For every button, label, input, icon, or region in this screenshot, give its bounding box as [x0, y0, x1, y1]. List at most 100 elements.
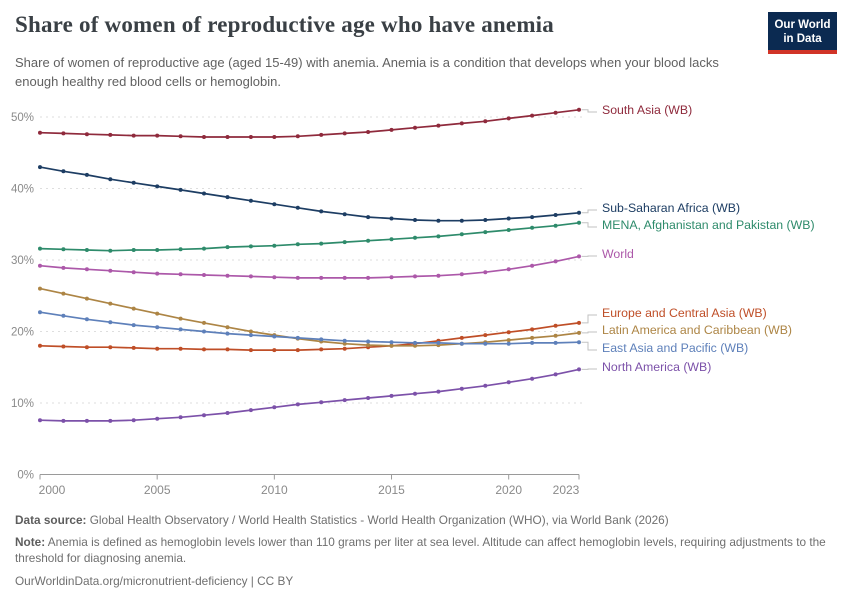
- data-point: [553, 323, 558, 328]
- data-point: [61, 291, 66, 296]
- note-line: Note: Anemia is defined as hemoglobin le…: [15, 534, 837, 566]
- legend-item-europe-and-central-asia-wb[interactable]: Europe and Central Asia (WB): [602, 306, 767, 320]
- data-point: [248, 244, 253, 249]
- legend-connector: [581, 109, 597, 113]
- data-point: [272, 135, 277, 139]
- data-point: [436, 273, 441, 278]
- data-point: [202, 246, 206, 251]
- legend-connector: [581, 314, 597, 324]
- legend-item-world[interactable]: World: [602, 247, 634, 261]
- data-point: [155, 311, 160, 316]
- data-point: [577, 367, 581, 372]
- data-point: [61, 344, 66, 349]
- data-point: [413, 125, 417, 130]
- series-line-mena-afghanistan-and-pakistan-wb[interactable]: [39, 221, 580, 252]
- y-tick-label: 10%: [11, 398, 34, 410]
- data-point: [577, 210, 581, 215]
- data-point: [61, 247, 66, 252]
- series-line-sub-saharan-africa-wb[interactable]: [39, 166, 580, 222]
- data-point: [553, 213, 558, 217]
- legend-connector: [581, 209, 597, 214]
- legend-item-east-asia-and-pacific-wb[interactable]: East Asia and Pacific (WB): [602, 341, 749, 355]
- data-point: [272, 348, 277, 353]
- data-point: [202, 135, 206, 139]
- x-tick-label: 2015: [378, 483, 405, 497]
- owid-logo[interactable]: Our World in Data: [768, 12, 837, 54]
- legend-connector: [581, 341, 597, 351]
- data-point: [295, 275, 300, 280]
- data-point: [178, 316, 183, 321]
- series-line-europe-and-central-asia-wb[interactable]: [39, 322, 580, 351]
- data-point: [319, 132, 324, 137]
- data-point: [131, 323, 136, 328]
- data-point: [366, 130, 371, 134]
- data-point: [225, 347, 230, 352]
- data-point: [366, 275, 371, 280]
- x-tick-label: 2020: [495, 483, 522, 497]
- series-line-north-america-wb[interactable]: [39, 368, 580, 422]
- y-tick-label: 20%: [11, 327, 34, 339]
- data-point: [225, 411, 230, 415]
- data-point: [38, 310, 42, 315]
- data-point: [202, 347, 206, 352]
- data-point: [530, 215, 535, 220]
- series-line-world[interactable]: [39, 255, 580, 279]
- legend-connector: [581, 222, 597, 228]
- data-point: [459, 272, 464, 277]
- data-point: [436, 340, 441, 345]
- y-tick-label: 0%: [17, 470, 34, 482]
- data-point: [108, 345, 113, 350]
- data-point: [84, 132, 89, 137]
- data-point: [483, 270, 488, 275]
- data-point: [483, 383, 488, 388]
- data-point: [131, 345, 136, 350]
- data-point: [38, 130, 42, 135]
- data-point: [131, 180, 136, 185]
- data-point: [342, 275, 347, 280]
- data-point: [553, 333, 558, 338]
- data-point: [84, 172, 89, 177]
- data-point: [61, 169, 66, 174]
- series-line-east-asia-and-pacific-wb[interactable]: [39, 311, 580, 345]
- data-point: [436, 123, 441, 128]
- x-tick-label: 2005: [144, 483, 171, 497]
- data-point: [530, 113, 535, 118]
- legend-item-sub-saharan-africa-wb[interactable]: Sub-Saharan Africa (WB): [602, 201, 741, 215]
- data-point: [225, 195, 230, 200]
- data-point: [202, 413, 206, 418]
- data-point: [459, 335, 464, 340]
- data-point: [506, 330, 511, 335]
- data-point: [295, 134, 300, 139]
- y-tick-label: 40%: [11, 184, 34, 196]
- data-point: [506, 216, 511, 221]
- data-point: [108, 177, 113, 182]
- data-source-label: Data source:: [15, 513, 87, 527]
- legend-item-south-asia-wb[interactable]: South Asia (WB): [602, 103, 693, 117]
- data-point: [506, 341, 511, 346]
- data-point: [155, 325, 160, 330]
- data-point: [530, 340, 535, 345]
- data-point: [202, 273, 206, 277]
- footer-citation-link[interactable]: OurWorldinData.org/micronutrient-deficie…: [15, 574, 294, 588]
- data-point: [530, 225, 535, 230]
- data-point: [389, 340, 394, 345]
- legend-item-north-america-wb[interactable]: North America (WB): [602, 360, 712, 374]
- data-point: [248, 135, 253, 139]
- data-point: [108, 301, 113, 306]
- note-label: Note:: [15, 535, 46, 549]
- data-point: [178, 272, 183, 277]
- legend-item-latin-america-and-caribbean-wb[interactable]: Latin America and Caribbean (WB): [602, 323, 793, 337]
- data-point: [38, 286, 42, 291]
- series-line-latin-america-and-caribbean-wb[interactable]: [39, 287, 580, 347]
- series-line-south-asia-wb[interactable]: [39, 108, 580, 138]
- data-point: [131, 306, 136, 311]
- data-point: [530, 263, 535, 268]
- chart-legend: South Asia (WB) Sub-Saharan Africa (WB) ME…: [602, 0, 847, 505]
- data-point: [553, 223, 558, 228]
- data-point: [61, 265, 66, 270]
- legend-item-mena-afghanistan-and-pakistan-wb[interactable]: MENA, Afghanistan and Pakistan (WB): [602, 218, 815, 232]
- anemia-line-chart[interactable]: 0% 10% 20% 30% 40% 50% 2000 2005 2010 2015 2020 202…: [0, 0, 850, 505]
- data-point: [84, 267, 89, 272]
- data-point: [459, 341, 464, 346]
- data-point: [577, 340, 581, 345]
